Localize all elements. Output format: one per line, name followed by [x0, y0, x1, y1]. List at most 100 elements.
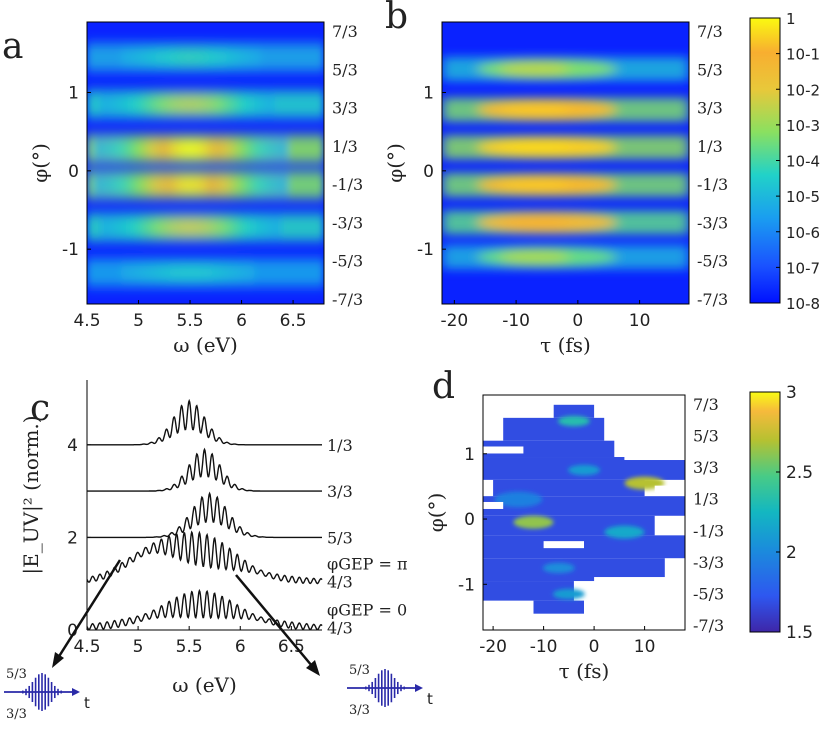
- panel-b-right-label: -1/3: [697, 175, 728, 194]
- panel-a-fringe: [114, 136, 121, 161]
- panel-c-series-label: 5/3: [327, 528, 353, 547]
- panel-a-fringe: [107, 172, 114, 197]
- panel-a-fringe: [120, 172, 128, 197]
- panel-a-fringe: [248, 92, 255, 117]
- panel-a-xtick-label: 5: [133, 311, 144, 331]
- inset-right-axis-label: t: [427, 690, 433, 708]
- panel-c-xtick-label: 5.5: [176, 637, 203, 657]
- panel-a-fringe: [201, 92, 208, 117]
- panel-a-fringe: [174, 136, 181, 161]
- panel-a-fringe: [234, 45, 242, 70]
- panel-c-series-line: [87, 447, 322, 492]
- arrow-left-head: [52, 652, 64, 668]
- panel-a-fringe: [154, 260, 161, 285]
- colorbar-log-label: 10-7: [786, 259, 820, 277]
- panel-a-fringe: [134, 215, 141, 240]
- colorbar-linear-label: 2.5: [786, 463, 813, 483]
- panel-a-fringe: [114, 172, 121, 197]
- panel-a-fringe: [114, 92, 121, 117]
- panel-d-region: [533, 600, 584, 614]
- panel-a-fringe: [181, 136, 188, 161]
- panel-a-fringe: [161, 92, 168, 117]
- panel-a-fringe: [207, 45, 215, 70]
- panel-a-ytick-label: -1: [62, 240, 79, 260]
- panel-a-fringe: [241, 172, 248, 197]
- panel-c-series-line: [86, 588, 323, 631]
- panel-a-fringe: [134, 172, 141, 197]
- panel-a-fringe: [254, 136, 262, 161]
- inset-right-pulse: 5/3 3/3 t: [347, 663, 433, 718]
- panel-a-fringe: [127, 92, 134, 117]
- panel-a-fringe: [127, 136, 134, 161]
- panel-c-series-line: [86, 530, 323, 585]
- panel-a-fringe: [248, 136, 255, 161]
- panel-a-fringe: [181, 172, 188, 197]
- panel-a-fringe: [167, 45, 175, 70]
- panel-a-fringe: [234, 92, 242, 117]
- panel-a-fringe: [120, 45, 128, 70]
- panel-a-fringe: [154, 215, 161, 240]
- panel-b-xtick-label: -10: [502, 311, 530, 331]
- panel-a-fringe: [181, 92, 188, 117]
- panel-b-right-label: -5/3: [697, 252, 728, 271]
- panel-a-fringe: [140, 172, 148, 197]
- panel-a-fringe: [228, 45, 235, 70]
- panel-a-fringe: [107, 215, 114, 240]
- panel-a-fringe: [248, 260, 255, 285]
- panel-a-fringe: [167, 92, 175, 117]
- panel-d-blob: [552, 588, 585, 600]
- panel-d-right-label: 1/3: [693, 490, 719, 509]
- panel-a-right-label: 5/3: [332, 60, 358, 79]
- panel-a-fringe: [127, 172, 134, 197]
- colorbar-log-label: 10-5: [786, 188, 820, 206]
- panel-a-fringe: [174, 260, 181, 285]
- panel-d-region: [483, 581, 574, 601]
- colorbar-log-label: 10-3: [786, 117, 820, 135]
- panel-b-right-label: -7/3: [697, 290, 728, 309]
- panel-a-ylabel: φ(°): [28, 143, 52, 183]
- panel-c-arrows: [52, 559, 320, 676]
- panel-a-fringe: [241, 215, 248, 240]
- panel-c: 4.5 5 5.5 6 6.5 0 2 4 ω (eV) |E_UV|² (norm.) 1/3 3…: [4, 380, 433, 722]
- panel-c-series-label: 1/3: [327, 436, 353, 455]
- panel-a-fringe: [167, 136, 175, 161]
- panel-c-series-line: [87, 398, 322, 446]
- panel-a-fringe: [147, 92, 155, 117]
- panel-a-fringe: [167, 215, 175, 240]
- panel-a-blur-layer: [87, 43, 324, 287]
- panel-c-series-label: 4/3: [327, 572, 353, 591]
- panel-a-right-label: -1/3: [332, 175, 363, 194]
- panel-a-fringe: [207, 215, 215, 240]
- panel-a-fringe: [201, 45, 208, 70]
- panel-a-fringe: [127, 260, 134, 285]
- panel-b-band-peak: [499, 102, 570, 117]
- panel-a-fringe: [234, 136, 242, 161]
- panel-d-gap: [624, 453, 685, 461]
- panel-a-fringe: [214, 215, 222, 240]
- panel-a-fringe: [241, 260, 248, 285]
- panel-a-fringe: [154, 172, 161, 197]
- panel-a-fringe: [174, 172, 181, 197]
- colorbar-linear-bar: [749, 391, 781, 633]
- panel-b-xlabel: τ (fs): [540, 333, 591, 357]
- panel-d-right-label: -1/3: [693, 521, 724, 540]
- panel-c-series-gep: φGEP = 0: [327, 601, 407, 620]
- colorbar-log-label: 1: [786, 10, 796, 28]
- panel-a-fringe: [261, 92, 268, 117]
- panel-a-frame: [86, 21, 325, 305]
- panel-a-fringe: [154, 45, 161, 70]
- panel-a-fringe: [254, 45, 262, 70]
- panel-a-right-label: -5/3: [332, 252, 363, 271]
- panel-c-series-line: [87, 491, 322, 539]
- panel-d-blob: [557, 415, 590, 427]
- panel-d-xtick-label: -20: [479, 637, 507, 657]
- panel-a-fringe: [147, 136, 155, 161]
- panel-a-fringe: [147, 260, 155, 285]
- inset-right-top-label: 5/3: [349, 663, 370, 678]
- panel-a-fringe: [100, 172, 108, 197]
- panel-a-fringe: [221, 45, 228, 70]
- panel-d-right-label: 5/3: [693, 427, 719, 446]
- panel-d-ytick-label: -1: [458, 575, 475, 595]
- panel-d-blob: [494, 491, 543, 508]
